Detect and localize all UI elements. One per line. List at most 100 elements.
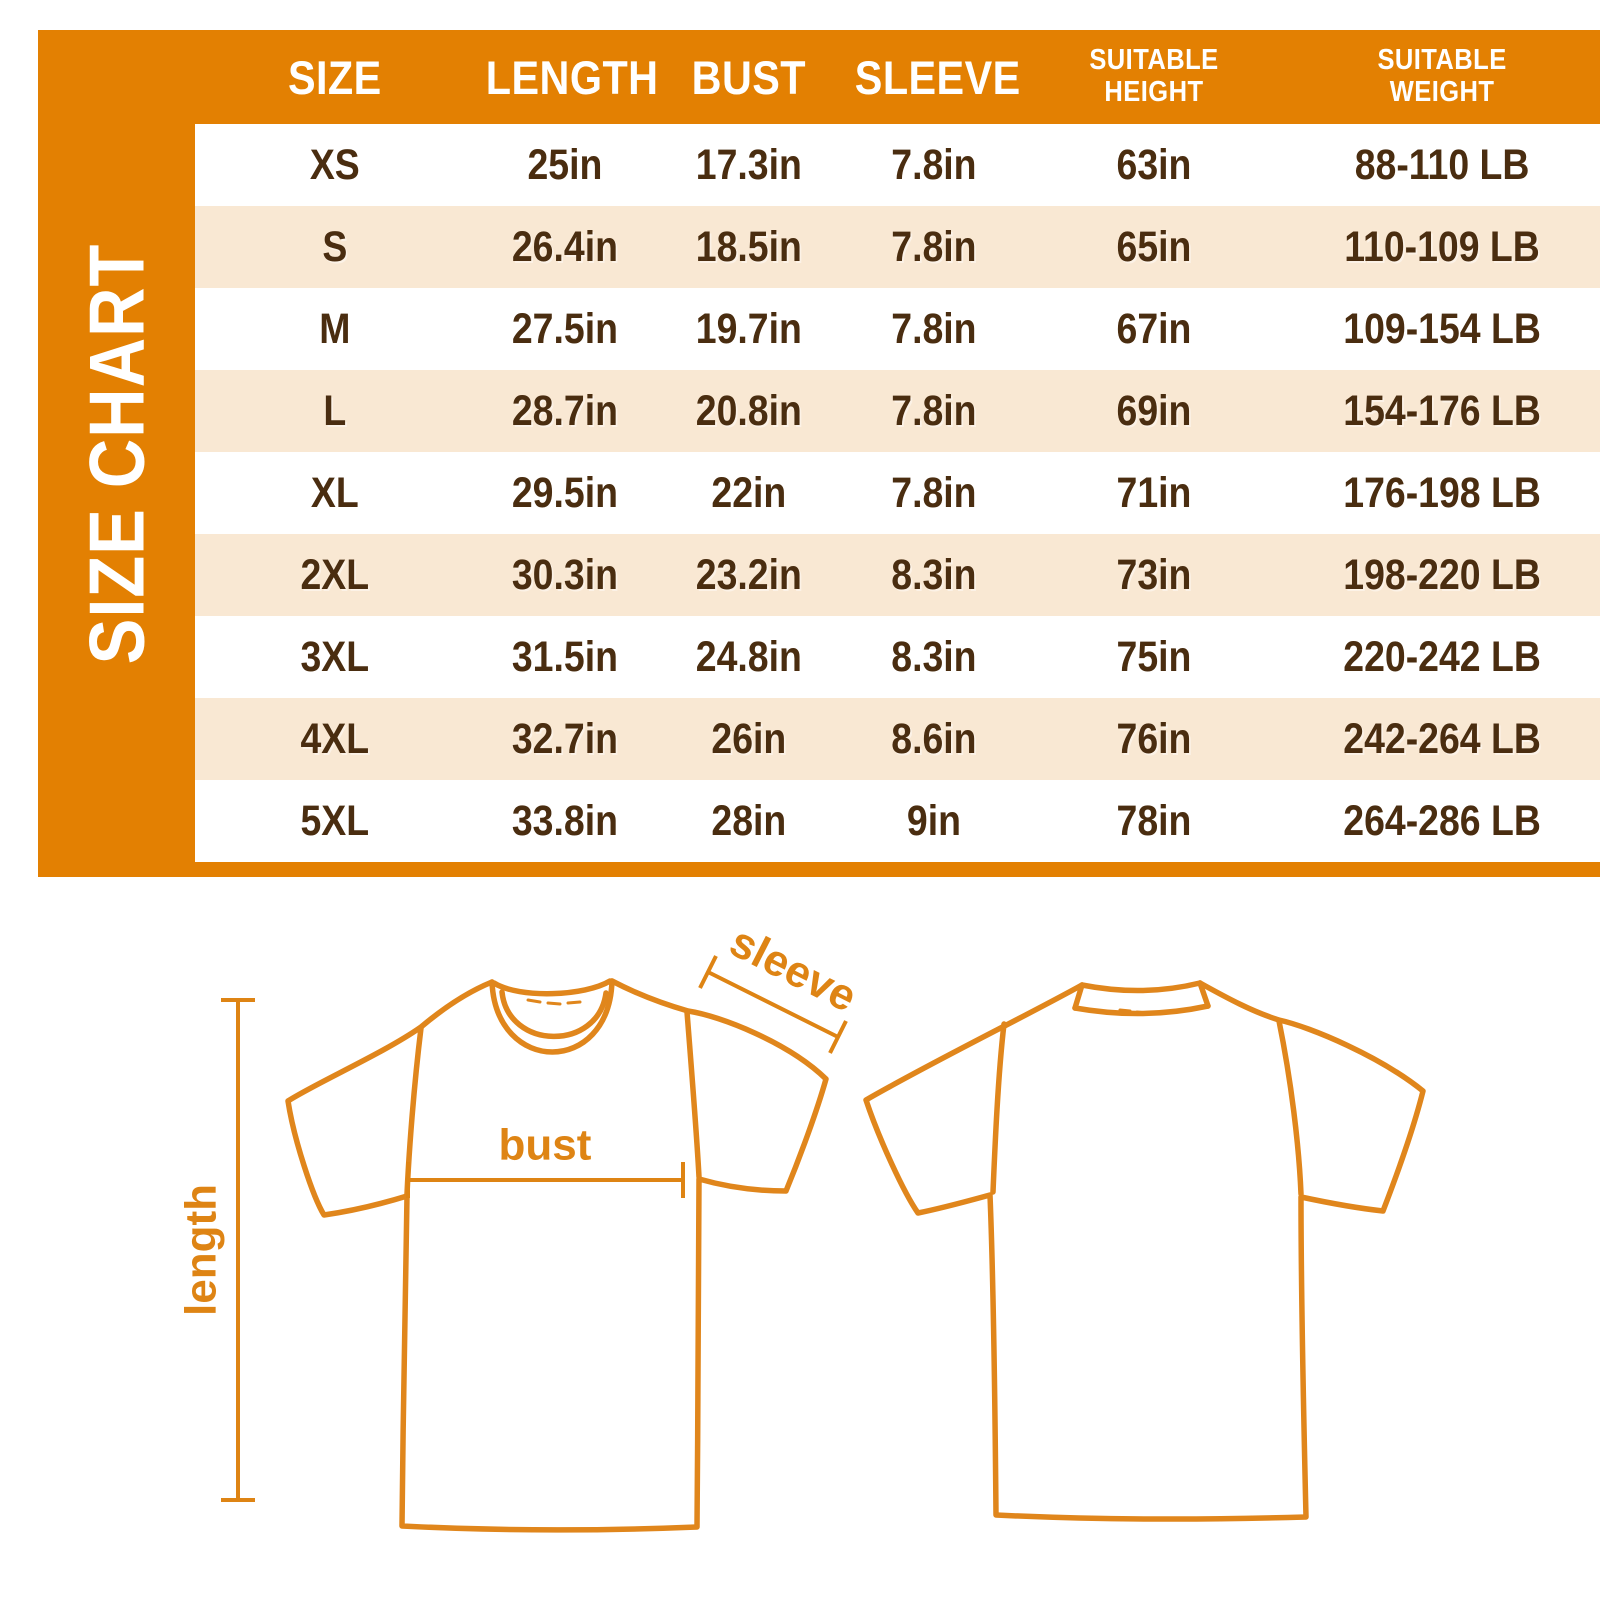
tshirt-back-collar-side-right [1197,980,1211,1009]
table-row-m: M 27.5in 19.7in 7.8in 67in 109-154 LB [195,288,1600,370]
size-chart-vertical-title: SIZE CHART [38,30,195,877]
column-header-size: SIZE [287,50,382,104]
cell-height: 76in [1116,714,1192,763]
tshirt-back-outline [863,980,1426,1522]
cell-length: 28.7in [511,386,618,435]
sleeve-label: sleeve [722,920,864,1022]
cell-size: 2XL [300,550,370,599]
cell-weight: 109-154 LB [1343,304,1541,353]
cell-sleeve: 8.6in [891,714,977,763]
table-row-5xl: 5XL 33.8in 28in 9in 78in 264-286 LB [195,780,1600,862]
cell-length: 27.5in [511,304,618,353]
cell-weight: 198-220 LB [1343,550,1541,599]
cell-size: M [319,304,351,353]
column-header-suitable-weight: SUITABLE WEIGHT [1377,44,1507,108]
cell-height: 69in [1116,386,1192,435]
table-row-4xl: 4XL 32.7in 26in 8.6in 76in 242-264 LB [195,698,1600,780]
tshirt-back-collar-stitch [1118,1008,1149,1015]
bust-measure-line [406,1162,685,1198]
table-header-row: SIZE LENGTH BUST SLEEVE SUITABLE HEIGHT … [195,30,1600,124]
column-header-length: LENGTH [485,50,659,104]
cell-length: 30.3in [511,550,618,599]
cell-height: 65in [1116,222,1192,271]
column-header-suitable-height: SUITABLE HEIGHT [1089,44,1219,108]
tshirt-back-collar-side-left [1072,982,1085,1011]
sleeve-measure-line [698,955,848,1054]
cell-length: 33.8in [511,796,618,845]
table-body: XS 25in 17.3in 7.8in 63in 88-110 LB S 26… [195,124,1600,862]
table-row-2xl: 2XL 30.3in 23.2in 8.3in 73in 198-220 LB [195,534,1600,616]
cell-bust: 19.7in [696,304,803,353]
cell-length: 29.5in [511,468,618,517]
tshirt-front-outline [285,978,829,1533]
tshirt-front-diagram [285,978,829,1533]
cell-size: L [323,386,347,435]
cell-sleeve: 7.8in [891,304,977,353]
cell-sleeve: 8.3in [891,550,977,599]
size-chart-title-text: SIZE CHART [72,243,160,664]
cell-length: 25in [527,140,602,189]
cell-length: 32.7in [511,714,618,763]
tshirt-diagram-svg: length bust sleeve [177,920,1426,1533]
cell-sleeve: 7.8in [891,468,977,517]
sleeve-tick-end [828,1020,848,1054]
size-chart-table: SIZE CHART SIZE LENGTH BUST SLEEVE SUITA… [38,30,1600,877]
cell-sleeve: 9in [906,796,962,845]
tshirt-back-collar-top [1079,980,1203,994]
cell-sleeve: 7.8in [891,140,977,189]
cell-length: 26.4in [511,222,618,271]
tshirt-front-collar-outer [489,978,615,1055]
cell-bust: 20.8in [696,386,803,435]
cell-bust: 24.8in [696,632,803,681]
tshirt-back-armhole-right [1276,1018,1304,1197]
cell-size: 5XL [300,796,370,845]
cell-bust: 26in [711,714,787,763]
length-measure-line [221,998,255,1502]
sleeve-tick-start [698,955,718,989]
column-header-bust: BUST [692,50,807,104]
tshirt-front-collar-stitch [526,998,582,1006]
cell-weight: 220-242 LB [1343,632,1541,681]
cell-weight: 264-286 LB [1343,796,1541,845]
tshirt-back-diagram [863,980,1426,1522]
table-row-3xl: 3XL 31.5in 24.8in 8.3in 75in 220-242 LB [195,616,1600,698]
cell-length: 31.5in [511,632,618,681]
cell-size: S [322,222,348,271]
cell-weight: 88-110 LB [1354,140,1530,189]
cell-sleeve: 7.8in [891,222,977,271]
table-row-l: L 28.7in 20.8in 7.8in 69in 154-176 LB [195,370,1600,452]
cell-height: 78in [1116,796,1192,845]
tshirt-front-collar-inner [499,989,609,1040]
bust-label: bust [499,1121,592,1170]
tshirt-front-collar [491,978,613,997]
cell-size: XL [310,468,359,517]
cell-height: 75in [1116,632,1192,681]
column-header-sleeve: SLEEVE [854,50,1021,104]
cell-weight: 242-264 LB [1343,714,1541,763]
cell-height: 67in [1116,304,1192,353]
tshirt-back-armhole-left [990,1021,1007,1195]
cell-sleeve: 8.3in [891,632,977,681]
cell-weight: 154-176 LB [1343,386,1541,435]
cell-weight: 110-109 LB [1344,222,1540,271]
cell-sleeve: 7.8in [891,386,977,435]
cell-weight: 176-198 LB [1343,468,1541,517]
table-row-s: S 26.4in 18.5in 7.8in 65in 110-109 LB [195,206,1600,288]
table-grid: SIZE LENGTH BUST SLEEVE SUITABLE HEIGHT … [195,30,1600,862]
length-label: length [177,1184,226,1316]
cell-size: 3XL [300,632,370,681]
table-row-xs: XS 25in 17.3in 7.8in 63in 88-110 LB [195,124,1600,206]
cell-height: 71in [1116,468,1192,517]
cell-bust: 18.5in [696,222,803,271]
cell-size: 4XL [300,714,370,763]
cell-size: XS [309,140,360,189]
cell-bust: 17.3in [696,140,803,189]
sleeve-line [707,970,839,1039]
table-row-xl: XL 29.5in 22in 7.8in 71in 176-198 LB [195,452,1600,534]
cell-bust: 23.2in [696,550,803,599]
cell-bust: 28in [711,796,787,845]
measurement-diagram: length bust sleeve [0,920,1600,1600]
cell-bust: 22in [711,468,787,517]
cell-height: 63in [1116,140,1192,189]
